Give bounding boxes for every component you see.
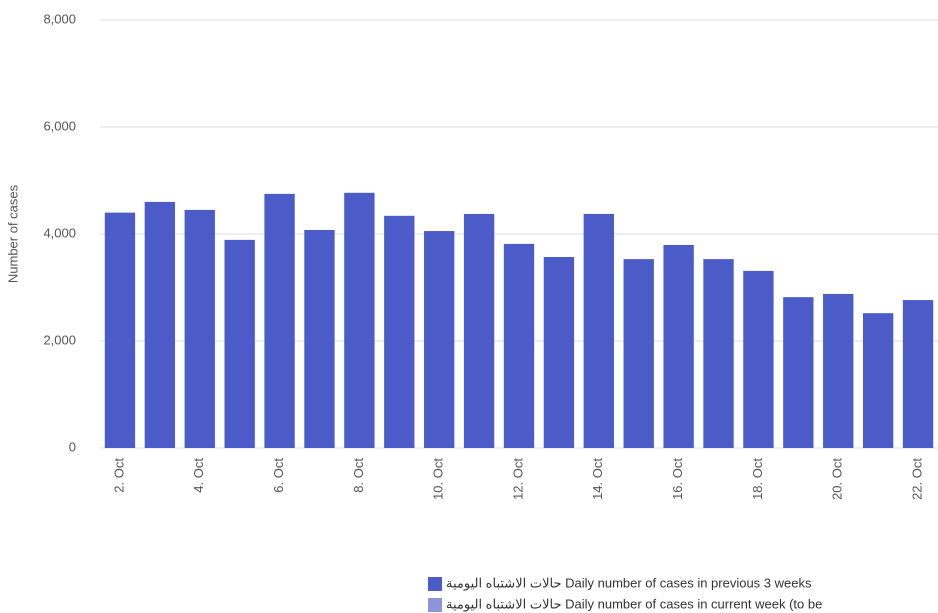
bar: [304, 229, 335, 448]
x-tick-label: 10. Oct: [431, 458, 446, 500]
bar: [623, 259, 654, 448]
y-axis-label: Number of cases: [5, 184, 20, 283]
bar: [344, 192, 375, 448]
legend-text: حالات الاشتباه اليومية Daily number of c…: [446, 575, 812, 591]
legend-text: حالات الاشتباه اليومية Daily number of c…: [446, 596, 822, 612]
x-tick-label: 4. Oct: [191, 458, 206, 493]
bar: [583, 213, 614, 448]
bar: [663, 244, 694, 448]
bar: [184, 209, 215, 448]
bar: [104, 212, 136, 448]
legend-swatch: [428, 598, 442, 612]
bar: [144, 201, 176, 448]
x-tick-label: 22. Oct: [909, 458, 924, 500]
bar: [902, 300, 934, 448]
bar: [503, 243, 535, 448]
bar: [384, 215, 415, 448]
y-tick-label: 0: [69, 439, 76, 454]
x-tick-label: 20. Oct: [830, 458, 845, 500]
y-tick-label: 4,000: [43, 225, 76, 240]
y-tick-label: 2,000: [43, 332, 76, 347]
bar: [424, 231, 455, 448]
bar: [823, 293, 854, 448]
x-tick-label: 8. Oct: [351, 458, 366, 493]
bar: [224, 239, 255, 448]
y-tick-label: 6,000: [43, 118, 76, 133]
bar: [264, 193, 295, 448]
x-tick-label: 16. Oct: [670, 458, 685, 500]
y-tick-label: 8,000: [43, 11, 76, 26]
x-tick-label: 12. Oct: [510, 458, 525, 500]
x-tick-label: 18. Oct: [750, 458, 765, 500]
x-tick-label: 6. Oct: [271, 458, 286, 493]
bar: [743, 270, 774, 448]
bar: [703, 259, 734, 448]
x-tick-label: 2. Oct: [111, 458, 126, 493]
legend-swatch: [428, 577, 442, 591]
bar: [463, 213, 495, 448]
bar: [543, 257, 575, 448]
bar: [862, 313, 894, 448]
x-tick-label: 14. Oct: [590, 458, 605, 500]
bar: [783, 297, 814, 448]
